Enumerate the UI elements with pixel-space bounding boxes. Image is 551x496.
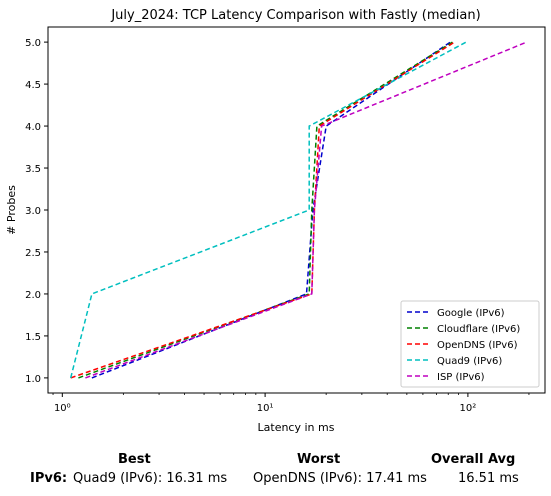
legend-label: ISP (IPv6) xyxy=(437,372,485,383)
x-tick-label: 10¹ xyxy=(257,403,274,414)
legend-label: Quad9 (IPv6) xyxy=(437,356,502,367)
chart-title: July_2024: TCP Latency Comparison with F… xyxy=(110,8,480,23)
y-tick-label: 4.5 xyxy=(25,80,41,91)
summary-worst-value: OpenDNS (IPv6): 17.41 ms xyxy=(253,471,427,486)
x-axis-label: Latency in ms xyxy=(258,421,335,434)
summary-avg-value: 16.51 ms xyxy=(458,471,519,486)
series-line-4 xyxy=(85,41,527,379)
legend-label: OpenDNS (IPv6) xyxy=(437,340,518,351)
legend-box xyxy=(400,300,540,388)
summary-worst-header: Worst xyxy=(297,452,341,467)
series-line-2 xyxy=(70,41,455,379)
y-tick-label: 1.5 xyxy=(25,332,41,343)
y-tick-label: 1.0 xyxy=(25,374,41,385)
series-line-0 xyxy=(91,41,451,379)
axes: 1.0 1.5 2.0 2.5 3.0 3.5 4.0 4.5 5.0 10⁰ 10¹ 10² xyxy=(25,38,530,414)
summary-row-label: IPv6: xyxy=(30,471,68,486)
plot-area xyxy=(69,41,527,379)
x-tick-label: 10² xyxy=(460,403,477,414)
summary-avg-header: Overall Avg xyxy=(431,452,516,467)
y-tick-label: 3.0 xyxy=(25,206,41,217)
legend-label: Cloudflare (IPv6) xyxy=(437,324,520,335)
latency-chart: July_2024: TCP Latency Comparison with F… xyxy=(5,8,546,434)
series-line-3 xyxy=(69,41,467,379)
y-axis-label: # Probes xyxy=(5,185,18,235)
summary-best-value: Quad9 (IPv6): 16.31 ms xyxy=(73,471,228,486)
y-tick-label: 2.5 xyxy=(25,248,41,259)
y-tick-label: 3.5 xyxy=(25,164,41,175)
summary-best-header: Best xyxy=(118,452,151,467)
legend: Google (IPv6) Cloudflare (IPv6) OpenDNS (I… xyxy=(400,300,540,388)
y-tick-label: 2.0 xyxy=(25,290,41,301)
legend-label: Google (IPv6) xyxy=(437,308,505,319)
y-tick-label: 5.0 xyxy=(25,38,41,49)
x-tick-label: 10⁰ xyxy=(54,403,71,414)
y-tick-label: 4.0 xyxy=(25,122,41,133)
